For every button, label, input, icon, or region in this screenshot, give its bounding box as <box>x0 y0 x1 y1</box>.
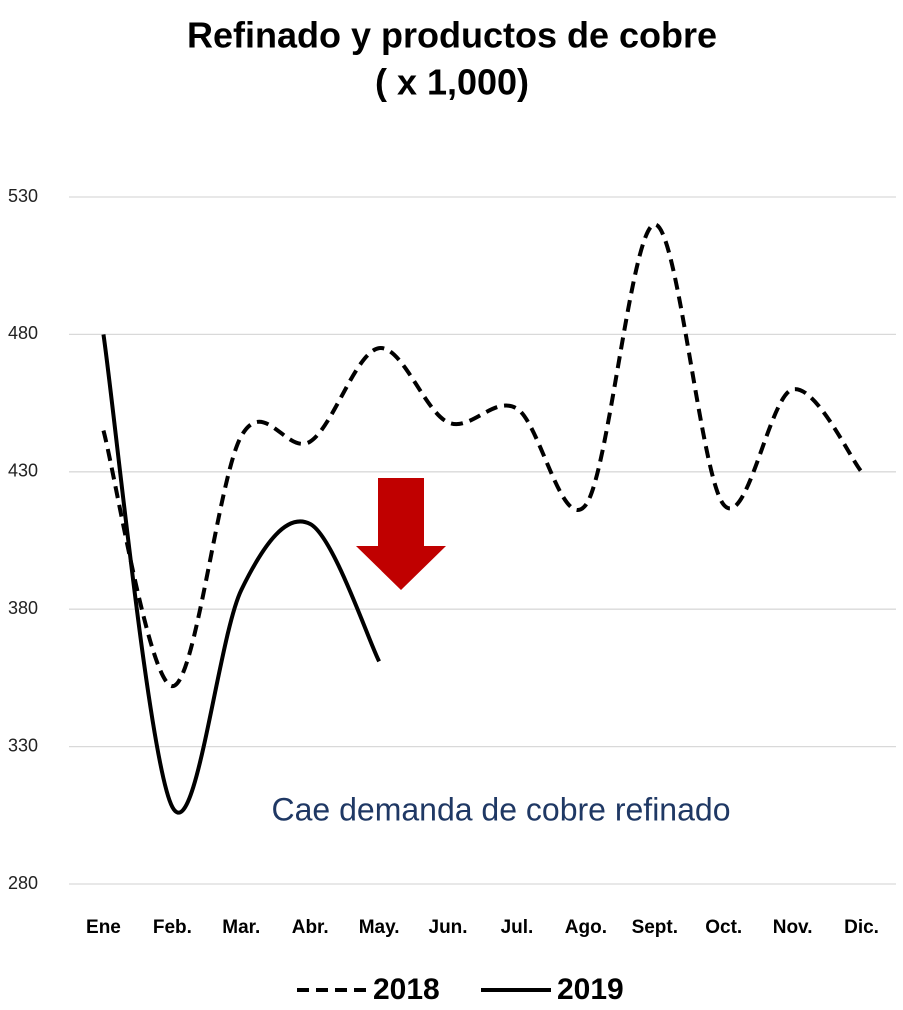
x-tick-label: Nov. <box>773 917 813 938</box>
y-tick-label: 330 <box>8 735 38 755</box>
chart-title: Refinado y productos de cobre <box>187 15 717 56</box>
legend-label: 2019 <box>557 973 624 1006</box>
x-tick-label: Oct. <box>705 917 742 938</box>
x-tick-label: May. <box>359 917 400 938</box>
x-tick-label: Ene <box>86 917 121 938</box>
chart-subtitle: ( x 1,000) <box>375 62 529 103</box>
y-tick-label: 430 <box>8 461 38 481</box>
x-tick-label: Mar. <box>222 917 260 938</box>
legend-label: 2018 <box>373 973 440 1006</box>
y-tick-label: 530 <box>8 186 38 206</box>
y-tick-label: 480 <box>8 323 38 343</box>
series-line <box>101 334 381 815</box>
x-tick-label: Jun. <box>429 917 468 938</box>
x-tick-label: Ago. <box>565 917 607 938</box>
x-tick-label: Feb. <box>153 917 192 938</box>
y-tick-label: 280 <box>8 873 38 893</box>
x-tick-label: Jul. <box>501 917 534 938</box>
down-arrow <box>356 478 446 590</box>
x-tick-label: Dic. <box>844 917 879 938</box>
x-tick-label: Sept. <box>632 917 678 938</box>
annotation: Cae demanda de cobre refinado <box>272 791 731 827</box>
y-tick-label: 380 <box>8 598 38 618</box>
x-tick-label: Abr. <box>292 917 329 938</box>
series-line <box>101 222 864 689</box>
